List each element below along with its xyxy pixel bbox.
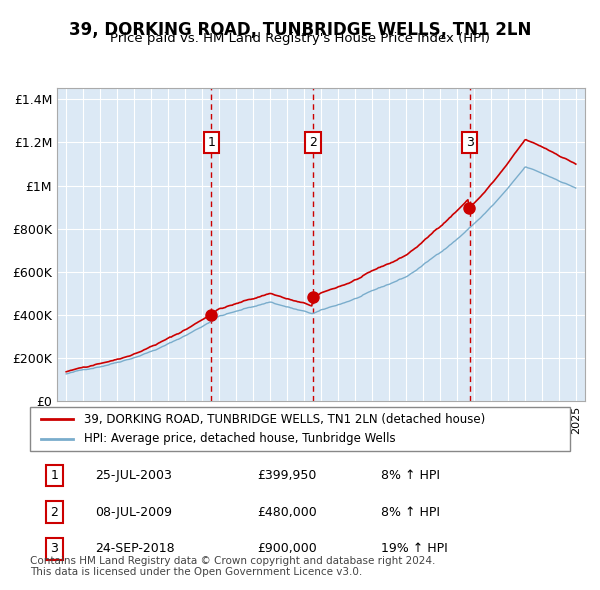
Text: 1: 1	[208, 136, 215, 149]
Text: HPI: Average price, detached house, Tunbridge Wells: HPI: Average price, detached house, Tunb…	[84, 432, 395, 445]
Text: 2: 2	[50, 506, 58, 519]
Text: 2: 2	[309, 136, 317, 149]
Text: 1: 1	[50, 469, 58, 482]
Text: 8% ↑ HPI: 8% ↑ HPI	[381, 469, 440, 482]
Text: 24-SEP-2018: 24-SEP-2018	[95, 542, 175, 555]
Text: £480,000: £480,000	[257, 506, 317, 519]
Text: This data is licensed under the Open Government Licence v3.0.: This data is licensed under the Open Gov…	[30, 567, 362, 577]
Text: Contains HM Land Registry data © Crown copyright and database right 2024.: Contains HM Land Registry data © Crown c…	[30, 556, 436, 566]
Text: £900,000: £900,000	[257, 542, 317, 555]
Text: 19% ↑ HPI: 19% ↑ HPI	[381, 542, 448, 555]
FancyBboxPatch shape	[30, 407, 570, 451]
Text: 8% ↑ HPI: 8% ↑ HPI	[381, 506, 440, 519]
Text: 39, DORKING ROAD, TUNBRIDGE WELLS, TN1 2LN: 39, DORKING ROAD, TUNBRIDGE WELLS, TN1 2…	[69, 21, 531, 39]
Text: £399,950: £399,950	[257, 469, 316, 482]
Text: 25-JUL-2003: 25-JUL-2003	[95, 469, 172, 482]
Text: 08-JUL-2009: 08-JUL-2009	[95, 506, 172, 519]
Text: Price paid vs. HM Land Registry's House Price Index (HPI): Price paid vs. HM Land Registry's House …	[110, 32, 490, 45]
Text: 39, DORKING ROAD, TUNBRIDGE WELLS, TN1 2LN (detached house): 39, DORKING ROAD, TUNBRIDGE WELLS, TN1 2…	[84, 413, 485, 426]
Text: 3: 3	[466, 136, 473, 149]
Text: 3: 3	[50, 542, 58, 555]
